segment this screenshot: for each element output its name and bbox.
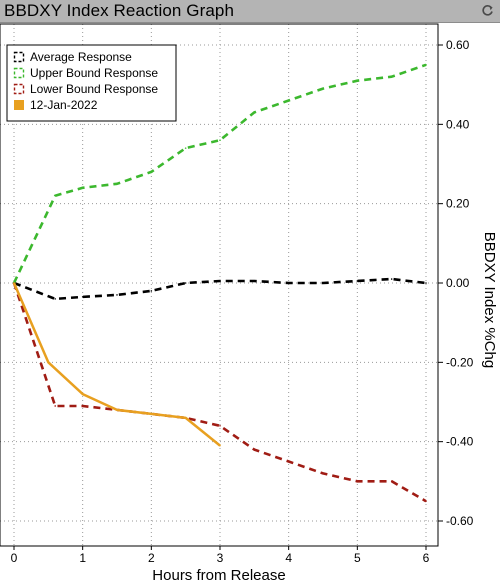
data-point-upper-bound-response-4 [150,171,153,173]
data-point-average-response-7 [253,280,256,282]
data-point-12-jan-2022-0 [13,282,15,284]
data-point-upper-bound-response-5 [184,147,187,149]
data-point-upper-bound-response-12 [425,64,427,66]
legend-label-lower-bound-response: Lower Bound Response [30,82,158,96]
x-tick-label-0: 0 [11,551,18,565]
y-tick-label--0.60: -0.60 [446,514,474,528]
y-tick-label--0.20: -0.20 [446,355,474,369]
data-point-lower-bound-response-12 [425,500,427,502]
legend-label-upper-bound-response: Upper Bound Response [30,66,158,80]
data-point-upper-bound-response-10 [356,79,359,82]
legend-label-12-jan-2022: 12-Jan-2022 [30,98,98,112]
data-point-lower-bound-response-9 [322,472,324,475]
legend-swatch-average-response [13,51,25,63]
data-point-average-response-5 [184,282,187,284]
x-tick-label-2: 2 [148,551,155,565]
data-point-12-jan-2022-3 [116,409,118,411]
refresh-icon[interactable] [481,4,494,17]
x-axis-title: Hours from Release [152,567,285,583]
data-point-upper-bound-response-1 [54,194,56,197]
data-point-12-jan-2022-2 [81,393,84,395]
data-point-lower-bound-response-10 [356,480,359,483]
data-point-average-response-3 [116,294,118,296]
y-tick-label-0.00: 0.00 [446,276,470,290]
x-tick-label-5: 5 [354,551,361,565]
data-point-average-response-8 [287,282,290,284]
title-bar: BBDXY Index Reaction Graph [0,0,500,23]
data-point-lower-bound-response-1 [54,405,56,407]
data-point-average-response-2 [81,296,84,298]
data-point-average-response-11 [390,278,393,280]
chart-window-title: BBDXY Index Reaction Graph [4,1,235,20]
data-point-upper-bound-response-3 [116,183,118,185]
x-tick-label-1: 1 [79,551,86,565]
data-point-upper-bound-response-2 [81,187,84,189]
data-point-12-jan-2022-1 [47,361,50,364]
y-tick-label-0.60: 0.60 [446,38,470,52]
data-point-upper-bound-response-11 [390,75,393,78]
data-point-lower-bound-response-11 [390,480,393,483]
x-tick-label-6: 6 [423,551,430,565]
legend-swatch-12-jan-2022 [14,100,24,110]
y-tick-label--0.40: -0.40 [446,435,474,449]
data-point-lower-bound-response-2 [81,405,84,407]
data-point-average-response-10 [356,280,359,282]
legend-swatch-upper-bound-response [13,67,25,79]
data-point-upper-bound-response-9 [322,87,324,90]
data-point-upper-bound-response-7 [253,111,256,114]
data-point-average-response-12 [425,282,427,284]
data-point-upper-bound-response-6 [219,139,221,141]
data-point-upper-bound-response-8 [287,99,290,102]
y-tick-label-0.40: 0.40 [446,117,470,131]
data-point-average-response-1 [54,298,56,300]
data-point-lower-bound-response-6 [219,425,221,427]
data-point-12-jan-2022-6 [219,444,221,447]
legend-box [6,44,177,122]
legend-label-average-response: Average Response [30,50,132,64]
plot-frame [0,23,439,547]
data-point-12-jan-2022-4 [150,413,153,415]
data-point-average-response-4 [150,290,153,292]
data-point-average-response-9 [322,282,324,284]
axes: 0 1 2 3 4 5 6 0.60 0.40 0.20 0.00 -0.20 -0.40 -0.60 Ho… [0,23,498,583]
data-point-average-response-6 [219,280,221,282]
legend: Average Response Upper Bound Response Lowe… [6,44,177,122]
x-tick-label-4: 4 [285,551,292,565]
data-point-12-jan-2022-5 [184,417,187,419]
y-tick-label-0.20: 0.20 [446,197,470,211]
x-tick-label-3: 3 [217,551,224,565]
series-line-12-jan-2022 [12,282,221,447]
data-point-lower-bound-response-7 [253,448,256,451]
legend-swatch-lower-bound-response [13,83,25,95]
y-axis-title: BBDXY Index %Chg [481,232,498,368]
series-lines [12,63,427,503]
data-point-lower-bound-response-8 [287,460,290,463]
